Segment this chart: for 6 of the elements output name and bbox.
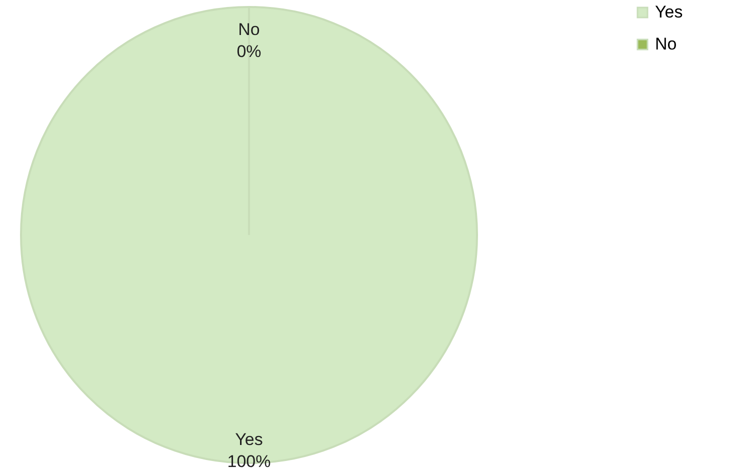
text: 0%: [236, 42, 262, 61]
legend-label: No: [655, 34, 677, 54]
slice-label: Yes: [235, 430, 263, 449]
legend-label: Yes: [655, 2, 683, 22]
data-label: 100%: [227, 452, 271, 468]
category-label: No: [238, 20, 260, 39]
